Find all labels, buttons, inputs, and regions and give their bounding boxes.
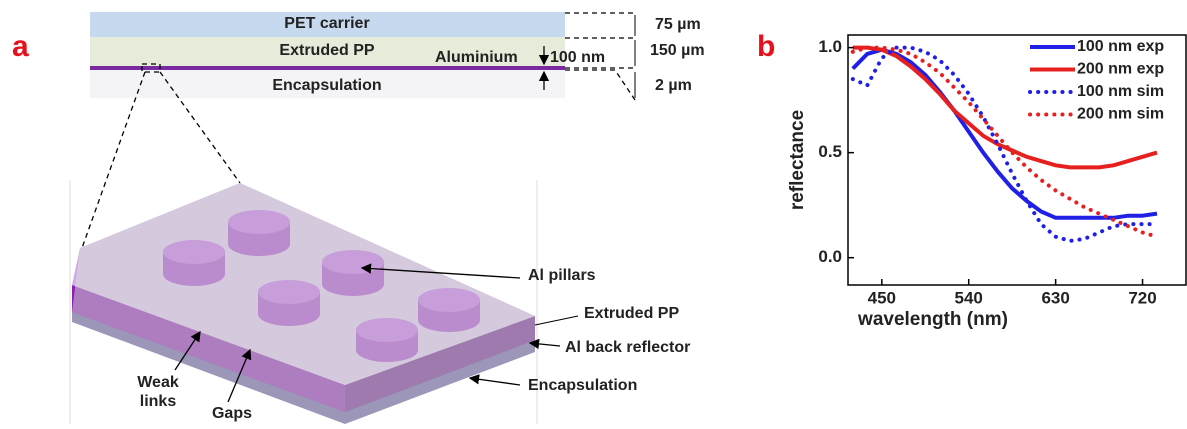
callout: Encapsulation: [528, 377, 637, 394]
arrow: [535, 316, 578, 325]
layer-label: PET carrier: [284, 15, 369, 32]
layer-label: Encapsulation: [272, 77, 381, 94]
panel-label: a: [12, 30, 29, 63]
legend-label: 100 nm exp: [1077, 38, 1164, 55]
legend-label: 100 nm sim: [1077, 83, 1164, 100]
callout: Gaps: [212, 405, 252, 422]
figure: a PET carrier Extruded PP Aluminium 100 …: [0, 0, 1187, 424]
thickness: 2 µm: [655, 77, 692, 94]
x-axis-label: wavelength (nm): [857, 309, 1008, 330]
x-tick-label: 450: [868, 288, 896, 307]
y-tick-label: 1.0: [818, 37, 842, 56]
callout: links: [140, 393, 177, 410]
panel-b: b wavelength (nm) reflectance 100 nm exp…: [757, 30, 1186, 330]
layer-label: Extruded PP: [279, 42, 374, 59]
x-tick-label: 540: [955, 288, 983, 307]
panel-a: a PET carrier Extruded PP Aluminium 100 …: [12, 12, 705, 424]
panel-label: b: [757, 30, 775, 63]
thickness: 150 µm: [650, 42, 705, 59]
x-tick-label: 720: [1128, 288, 1156, 307]
callout: Weak: [137, 374, 179, 391]
callout: Al pillars: [528, 267, 596, 284]
arrow: [470, 378, 520, 385]
y-tick-label: 0.5: [818, 142, 842, 161]
legend-label: 200 nm exp: [1077, 61, 1164, 78]
x-tick-label: 630: [1041, 288, 1069, 307]
layer-label: Aluminium: [435, 49, 518, 66]
al-layer: [90, 66, 565, 70]
legend-label: 200 nm sim: [1077, 106, 1164, 123]
layer-label: 100 nm: [550, 49, 605, 66]
y-tick-label: 0.0: [818, 247, 842, 266]
callout: Al back reflector: [565, 339, 690, 356]
y-axis-label: reflectance: [787, 110, 808, 210]
callout: Extruded PP: [584, 305, 679, 322]
thickness: 75 µm: [655, 16, 701, 33]
